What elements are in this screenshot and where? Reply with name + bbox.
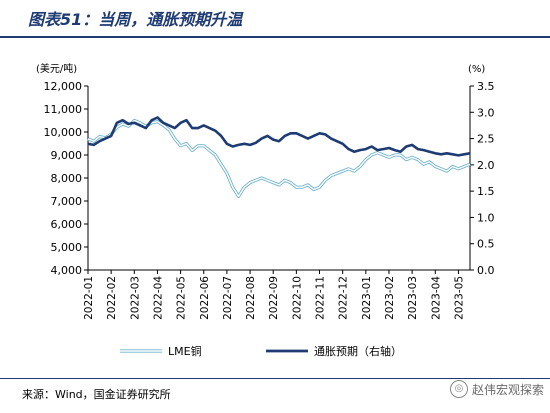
y-left-tick-label: 8,000 xyxy=(51,172,83,185)
watermark-text: 赵伟宏观探索 xyxy=(471,382,544,397)
x-tick-label: 2023-01 xyxy=(361,276,373,320)
y-right-tick-label: 2.5 xyxy=(477,133,495,146)
y-left-tick-label: 9,000 xyxy=(51,149,83,162)
x-tick-label: 2022-09 xyxy=(268,276,280,320)
x-tick-label: 2022-01 xyxy=(83,276,95,320)
x-tick-label: 2023-03 xyxy=(407,276,419,320)
y-right-tick-label: 2.0 xyxy=(477,159,495,172)
watermark: ◎ 赵伟宏观探索 xyxy=(449,380,544,398)
y-left-tick-label: 7,000 xyxy=(51,195,83,208)
y-right-tick-label: 3.0 xyxy=(477,106,495,119)
x-tick-label: 2022-11 xyxy=(315,276,327,320)
y-right-tick-label: 3.5 xyxy=(477,80,495,93)
x-tick-label: 2022-10 xyxy=(291,276,303,320)
x-tick-label: 2023-04 xyxy=(430,276,442,320)
x-tick-label: 2022-04 xyxy=(152,276,164,320)
y-left-tick-label: 5,000 xyxy=(51,241,83,254)
x-tick-label: 2022-06 xyxy=(199,276,211,320)
title-divider xyxy=(0,36,550,38)
source-divider xyxy=(0,378,550,379)
x-tick-label: 2023-05 xyxy=(453,276,465,320)
y-right-tick-label: 0.5 xyxy=(477,238,495,251)
y-left-tick-label: 11,000 xyxy=(44,103,83,116)
source-note: 来源：Wind，国金证券研究所 xyxy=(22,388,171,401)
legend-label-lme-copper: LME铜 xyxy=(168,344,202,358)
chart-title: 图表51：当周，通胀预期升温 xyxy=(28,10,243,29)
wechat-icon: ◎ xyxy=(449,380,468,398)
line-chart: (美元/吨) (%) 4,000 5,000 6,000 7,000 8,000 9,000 1… xyxy=(36,62,495,358)
x-tick-label: 2022-05 xyxy=(176,276,188,320)
x-tick-label: 2022-02 xyxy=(106,276,118,320)
x-tick-label: 2022-12 xyxy=(338,276,350,320)
x-tick-label: 2023-02 xyxy=(384,276,396,320)
y-left-tick-label: 6,000 xyxy=(51,218,83,231)
y-left-tick-label: 4,000 xyxy=(51,264,83,277)
y-right-tick-label: 1.0 xyxy=(477,211,495,224)
y-left-tick-label: 12,000 xyxy=(44,80,83,93)
x-tick-label: 2022-07 xyxy=(222,276,234,320)
y-right-tick-label: 1.5 xyxy=(477,185,495,198)
legend-label-inflation: 通胀预期（右轴） xyxy=(314,344,402,358)
y-left-tick-label: 10,000 xyxy=(44,126,83,139)
y-right-unit-label: (%) xyxy=(468,64,485,75)
y-right-tick-label: 0.0 xyxy=(477,264,495,277)
x-tick-label: 2022-03 xyxy=(129,276,141,320)
x-tick-label: 2022-08 xyxy=(245,276,257,320)
y-left-unit-label: (美元/吨) xyxy=(36,62,77,75)
series-line-lme-copper xyxy=(87,119,471,198)
series-line-inflation-expectation xyxy=(87,116,471,157)
